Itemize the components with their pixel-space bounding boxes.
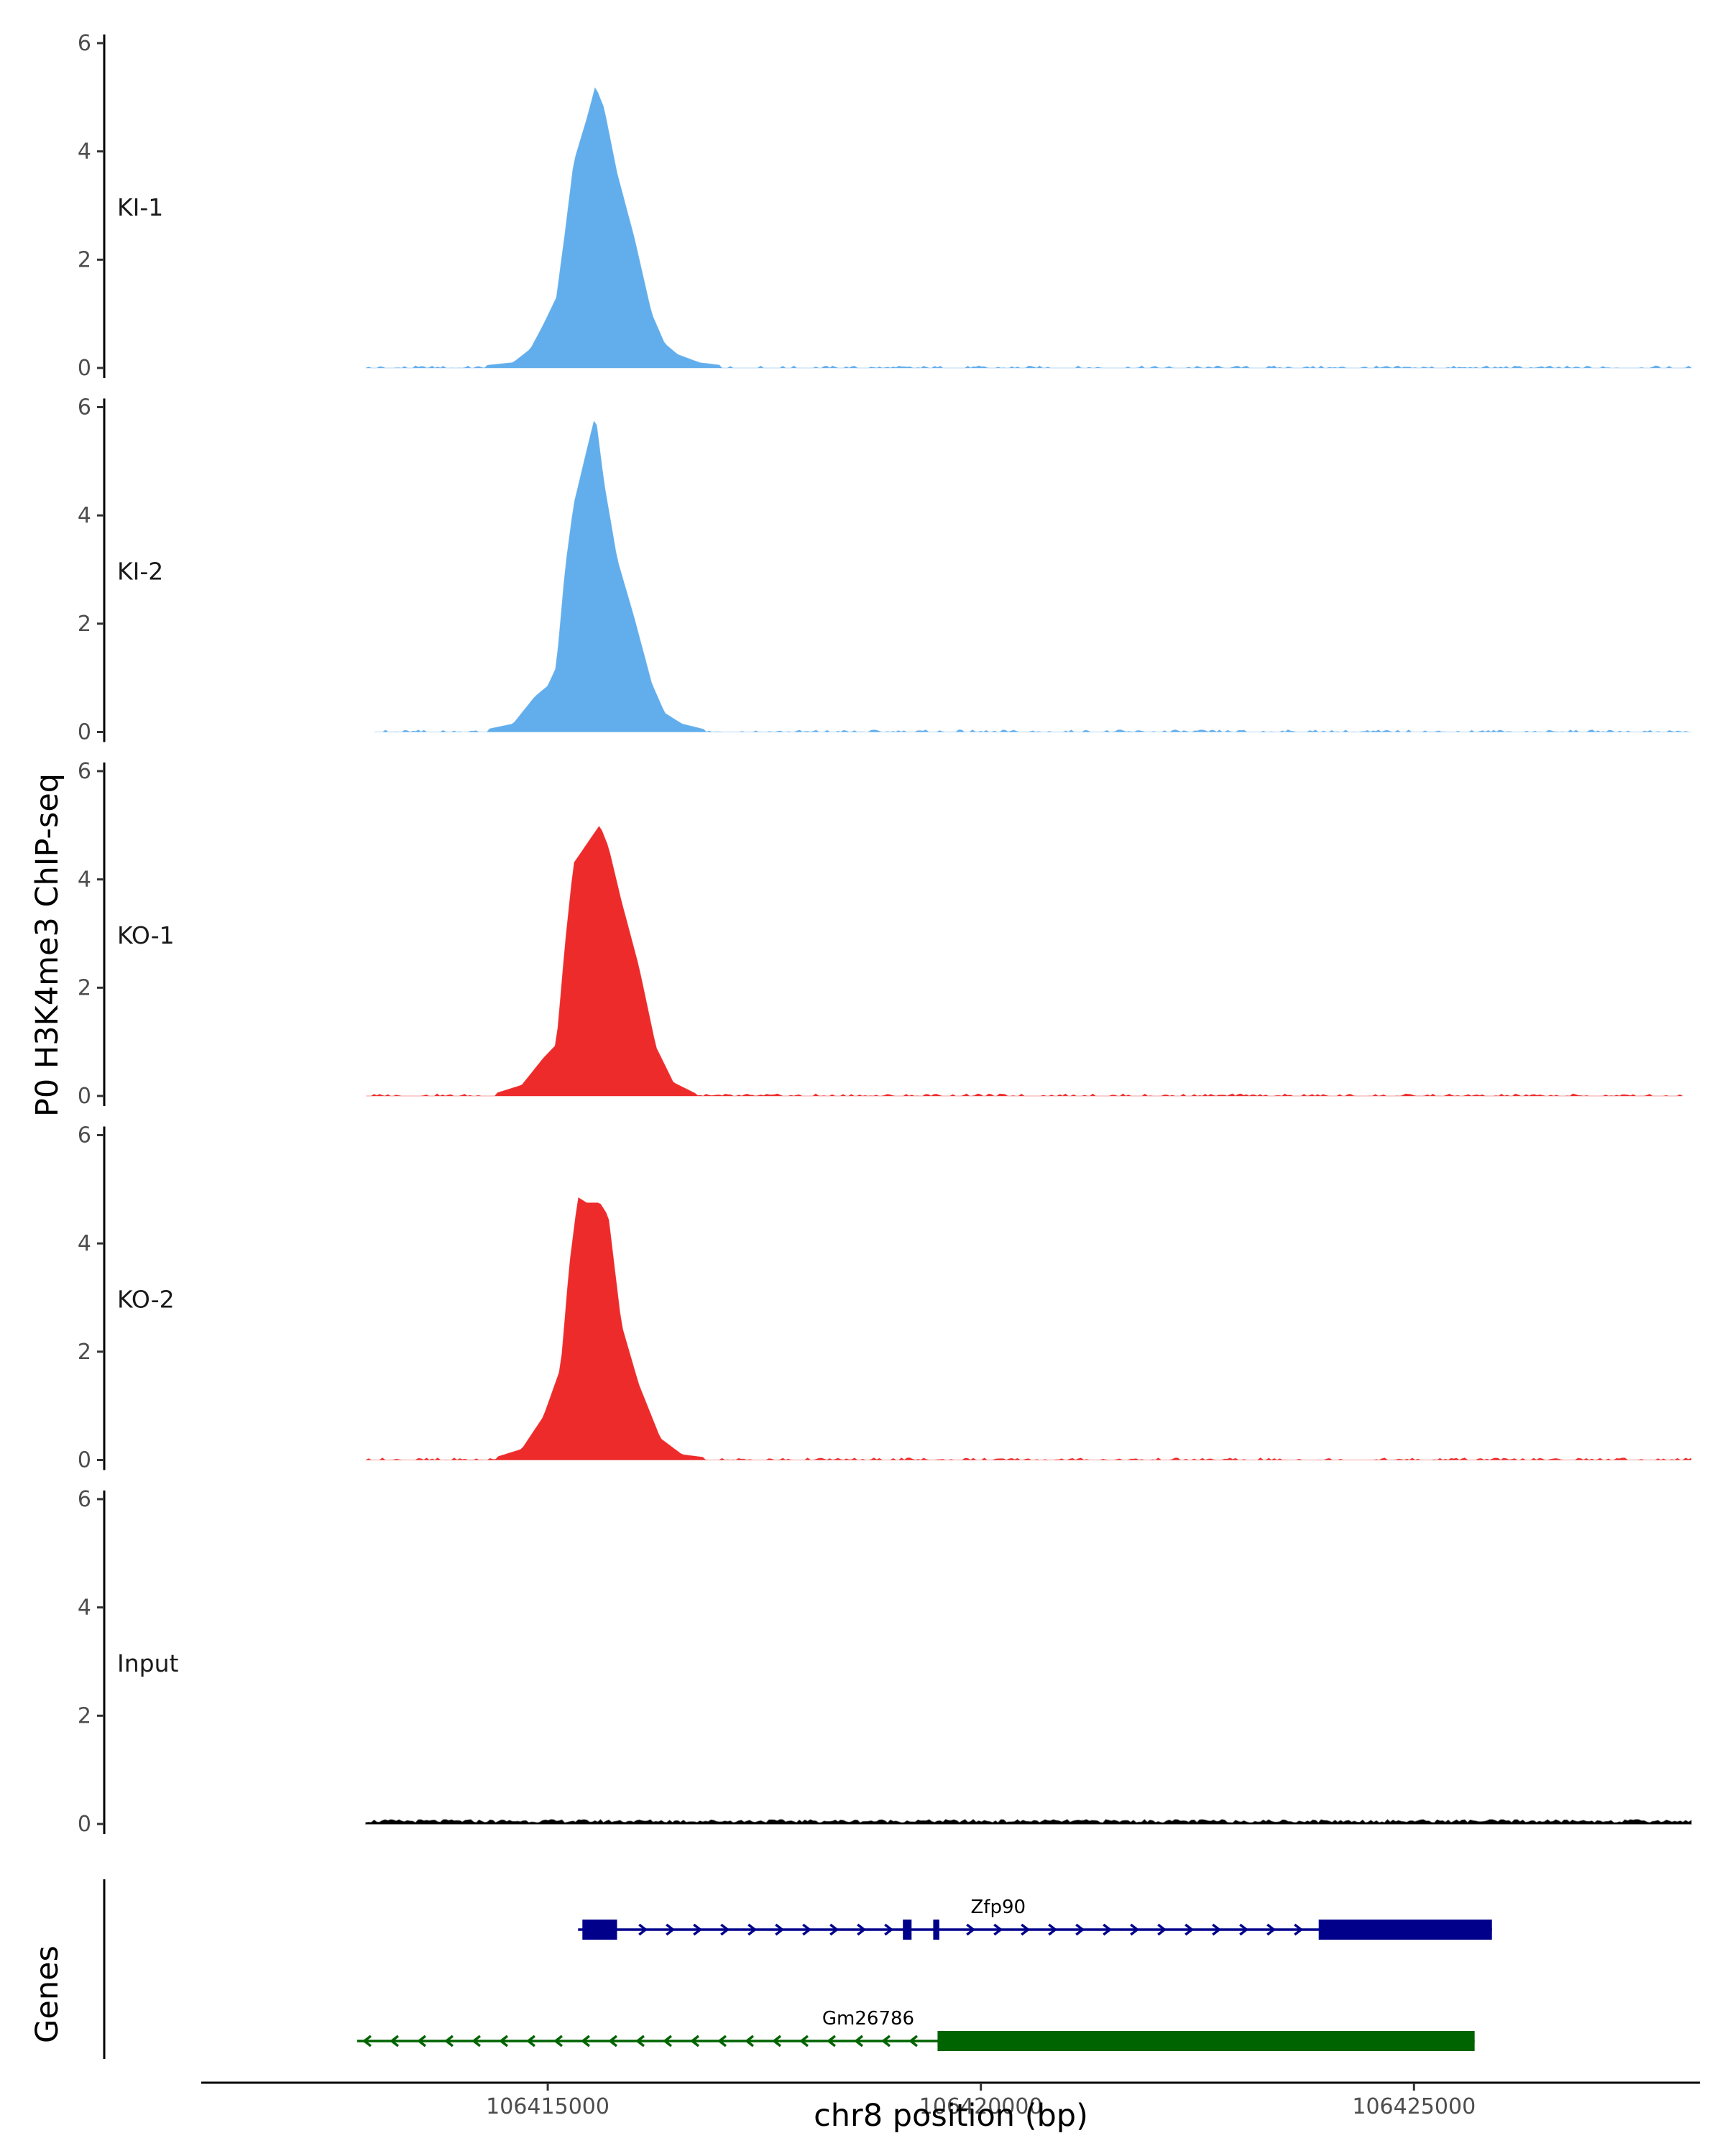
strand-arrow-icon (472, 2035, 482, 2047)
track-name-label: KO-2 (117, 1286, 175, 1314)
y-tick-label: 2 (78, 247, 91, 272)
strand-arrow-icon (1157, 1923, 1167, 1936)
strand-arrow-icon (745, 2035, 755, 2047)
track-name-label: Input (117, 1649, 179, 1677)
x-axis-title: chr8 position (bp) (814, 2098, 1088, 2134)
y-tick-label: 0 (78, 356, 91, 381)
strand-arrow-icon (720, 1923, 730, 1936)
y-tick-label: 6 (78, 1123, 91, 1148)
strand-arrow-icon (884, 1923, 894, 1936)
strand-arrow-icon (1266, 1923, 1276, 1936)
y-tick-label: 0 (78, 1084, 91, 1109)
strand-arrow-icon (1048, 1923, 1058, 1936)
strand-arrow-icon (966, 1923, 976, 1936)
strand-arrow-icon (717, 2035, 727, 2047)
strand-arrow-icon (1075, 1923, 1085, 1936)
strand-arrow-icon (827, 2035, 837, 2047)
track-ki-1: 0 2 4 6 KI-1 (78, 31, 1692, 381)
strand-arrow-icon (1130, 1923, 1140, 1936)
strand-arrow-icon (802, 1923, 812, 1936)
y-tick-label: 4 (78, 867, 91, 893)
strand-arrow-icon (857, 1923, 867, 1936)
strand-arrow-icon (526, 2035, 536, 2047)
coverage-area (365, 1819, 1692, 1825)
strand-arrow-icon (663, 2035, 673, 2047)
track-ki-2: 0 2 4 6 KI-2 (78, 395, 1691, 745)
coverage-tracks: 0 2 4 6 KI-1 0 2 4 6 KI-2 0 2 4 6 KO-1 0 2 4 6 KO-2 0 2 4 6 Inpu… (78, 31, 1692, 1837)
y-tick-label: 2 (78, 612, 91, 637)
gene-exon (937, 2031, 1475, 2051)
strand-arrow-icon (553, 2035, 564, 2047)
strand-arrow-icon (799, 2035, 809, 2047)
strand-arrow-icon (1294, 1923, 1304, 1936)
strand-arrow-icon (908, 2035, 919, 2047)
y-tick-label: 2 (78, 1703, 91, 1728)
coverage-area (365, 1197, 1692, 1460)
gene-name-label: Gm26786 (822, 2008, 914, 2030)
y-tick-label: 2 (78, 975, 91, 1000)
strand-arrow-icon (666, 1923, 676, 1936)
track-ko-1: 0 2 4 6 KO-1 (78, 759, 1683, 1109)
coverage-area (366, 826, 1683, 1097)
strand-arrow-icon (881, 2035, 891, 2047)
strand-arrow-icon (499, 2035, 509, 2047)
y-axis-title: P0 H3K4me3 ChIP-seq (29, 773, 65, 1117)
strand-arrow-icon (693, 1923, 703, 1936)
x-tick-label: 106425000 (1352, 2094, 1476, 2119)
track-name-label: KI-1 (117, 193, 163, 221)
gene-zfp90: Zfp90 (578, 1897, 1492, 1940)
strand-arrow-icon (417, 2035, 427, 2047)
y-tick-label: 0 (78, 720, 91, 745)
gene-exon (1318, 1920, 1492, 1940)
gene-exon (933, 1920, 939, 1940)
strand-arrow-icon (772, 2035, 782, 2047)
track-ko-2: 0 2 4 6 KO-2 (78, 1123, 1692, 1473)
y-tick-label: 6 (78, 1487, 91, 1512)
strand-arrow-icon (390, 2035, 400, 2047)
strand-arrow-icon (1103, 1923, 1113, 1936)
x-tick-label: 106420000 (919, 2094, 1043, 2119)
strand-arrow-icon (993, 1923, 1003, 1936)
genes-track: Zfp90 Gm26786 (103, 1879, 1492, 2059)
y-tick-label: 0 (78, 1812, 91, 1837)
strand-arrow-icon (362, 2035, 372, 2047)
y-tick-label: 0 (78, 1448, 91, 1473)
y-tick-label: 4 (78, 1595, 91, 1621)
y-tick-label: 6 (78, 395, 91, 420)
strand-arrow-icon (638, 1923, 648, 1936)
coverage-area (374, 420, 1691, 732)
strand-arrow-icon (444, 2035, 454, 2047)
y-tick-label: 4 (78, 503, 91, 528)
strand-arrow-icon (1021, 1923, 1031, 1936)
strand-arrow-icon (775, 1923, 785, 1936)
track-name-label: KI-2 (117, 558, 163, 586)
strand-arrow-icon (829, 1923, 840, 1936)
gene-exon (903, 1920, 912, 1940)
x-axis: 106415000 106420000 106425000 (201, 2081, 1700, 2119)
strand-arrow-icon (1184, 1923, 1195, 1936)
strand-arrow-icon (1212, 1923, 1222, 1936)
y-tick-label: 4 (78, 1231, 91, 1256)
coverage-area (365, 87, 1692, 369)
y-tick-label: 4 (78, 139, 91, 165)
strand-arrow-icon (748, 1923, 758, 1936)
strand-arrow-icon (854, 2035, 864, 2047)
track-name-label: KO-1 (117, 921, 175, 949)
strand-arrow-icon (608, 2035, 618, 2047)
y-tick-label: 6 (78, 759, 91, 784)
gene-name-label: Zfp90 (971, 1897, 1026, 1918)
strand-arrow-icon (635, 2035, 645, 2047)
x-tick-label: 106415000 (486, 2094, 610, 2119)
y-tick-label: 2 (78, 1340, 91, 1365)
strand-arrow-icon (690, 2035, 700, 2047)
gene-exon (582, 1920, 617, 1940)
strand-arrow-icon (1239, 1923, 1249, 1936)
genes-axis-title: Genes (29, 1945, 65, 2043)
track-input: 0 2 4 6 Input (78, 1487, 1692, 1837)
y-tick-label: 6 (78, 31, 91, 56)
gene-gm26786: Gm26786 (356, 2008, 1475, 2051)
strand-arrow-icon (581, 2035, 591, 2047)
